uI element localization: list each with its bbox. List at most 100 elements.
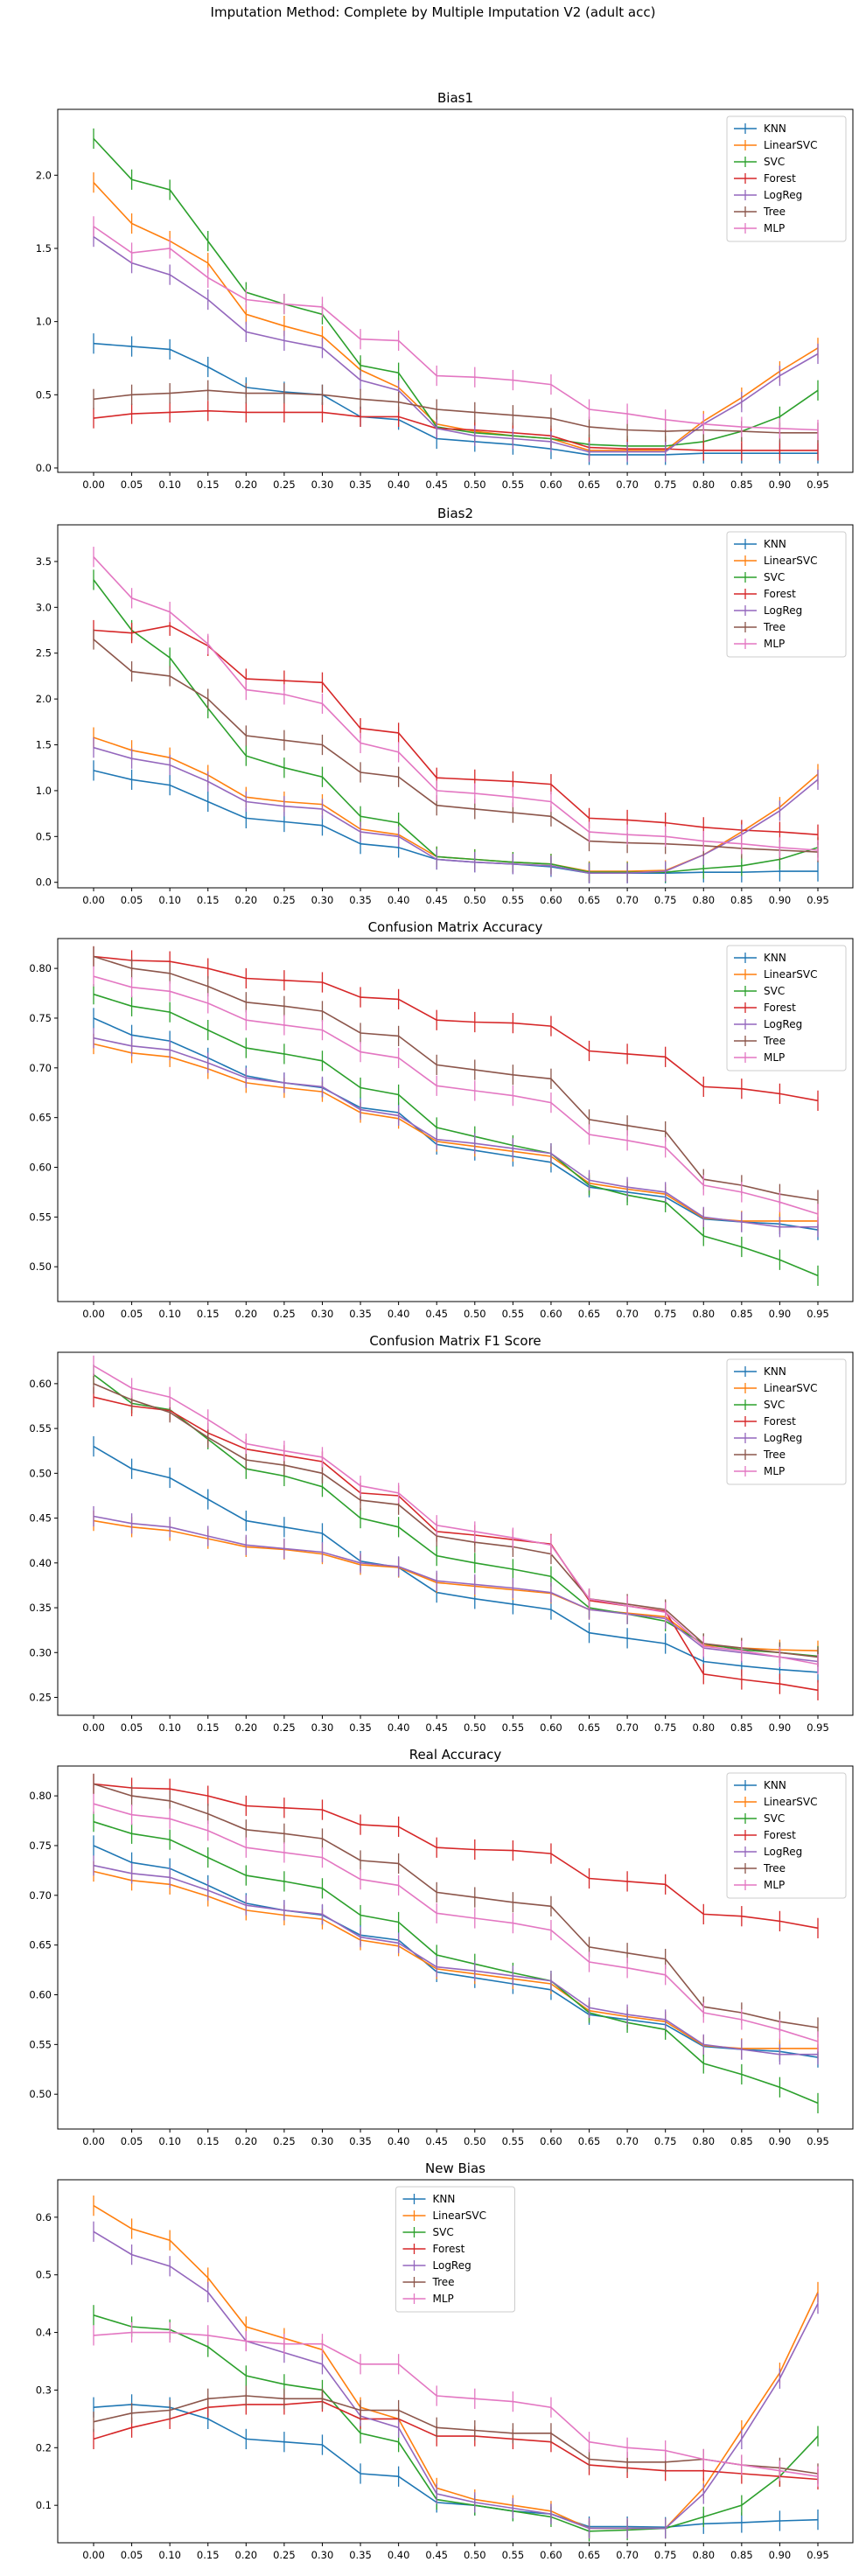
x-tick-label: 0.20	[235, 894, 258, 906]
y-tick-label: 0.55	[29, 2038, 52, 2050]
legend-label: KNN	[764, 538, 786, 550]
y-tick-label: 0.5	[36, 2269, 52, 2281]
x-tick-label: 0.45	[425, 1721, 448, 1734]
x-tick-label: 0.95	[807, 478, 829, 491]
x-tick-label: 0.45	[425, 894, 448, 906]
x-tick-label: 0.30	[311, 2549, 334, 2561]
series-line	[93, 1783, 819, 1930]
series-knn	[93, 2394, 819, 2538]
x-tick-label: 0.95	[807, 1308, 829, 1320]
x-tick-label: 0.80	[692, 2549, 715, 2561]
legend-box	[726, 945, 847, 1072]
plot-frame	[57, 108, 854, 473]
y-tick-label: 0.50	[29, 2088, 52, 2100]
x-tick-label: 0.55	[502, 1308, 525, 1320]
legend-label: Forest	[433, 2243, 465, 2255]
y-tick-label: 0.0	[36, 462, 52, 474]
x-tick-label: 0.95	[807, 2135, 829, 2147]
y-tick-label: 0.55	[29, 1422, 52, 1435]
x-tick-label: 0.95	[807, 894, 829, 906]
legend-label: Forest	[764, 1829, 796, 1841]
series-logreg	[93, 2221, 819, 2539]
chart-title: Bias2	[437, 506, 473, 521]
y-tick-label: 1.5	[36, 739, 52, 751]
series-line	[93, 1396, 819, 1692]
x-tick-label: 0.55	[502, 2549, 525, 2561]
legend-label: Forest	[764, 588, 796, 600]
legend-box	[726, 115, 847, 242]
x-tick-label: 0.70	[616, 1721, 639, 1734]
legend-label: LinearSVC	[764, 555, 818, 567]
y-tick-label: 0.3	[36, 2384, 52, 2396]
x-tick-label: 0.40	[388, 1721, 410, 1734]
legend-label: LogReg	[764, 1432, 802, 1444]
x-tick-label: 0.70	[616, 478, 639, 491]
x-tick-label: 0.65	[578, 894, 601, 906]
series-line	[93, 1445, 819, 1673]
figure-title: Imputation Method: Complete by Multiple …	[210, 4, 656, 20]
legend: KNN LinearSVC SVC Forest LogReg Tree MLP	[726, 531, 847, 658]
legend: KNN LinearSVC SVC Forest LogReg Tree MLP	[726, 1772, 847, 1899]
x-tick-label: 0.35	[349, 1721, 372, 1734]
series-line	[93, 1383, 819, 1658]
x-tick-label: 0.15	[197, 1308, 220, 1320]
y-tick-label: 0.75	[29, 1840, 52, 1852]
x-tick-label: 0.70	[616, 894, 639, 906]
legend-box	[395, 2186, 515, 2313]
series-line	[93, 1845, 819, 2058]
legend: KNN LinearSVC SVC Forest LogReg Tree MLP	[726, 1358, 847, 1485]
series-line	[93, 1864, 818, 2056]
x-tick-label: 0.95	[807, 1721, 829, 1734]
legend-label: SVC	[764, 985, 785, 997]
x-tick-label: 0.65	[578, 1721, 601, 1734]
y-tick-label: 0.65	[29, 1939, 52, 1951]
x-tick-label: 0.50	[464, 894, 486, 906]
legend-label: LogReg	[764, 1846, 802, 1858]
y-tick-label: 1.0	[36, 316, 52, 328]
series-knn	[93, 1008, 819, 1240]
legend-label: LinearSVC	[764, 1382, 818, 1394]
y-tick-label: 0.40	[29, 1557, 52, 1569]
x-tick-label: 0.70	[616, 2135, 639, 2147]
x-tick-label: 0.75	[654, 894, 677, 906]
y-tick-label: 0.70	[29, 1889, 52, 1902]
y-tick-label: 0.60	[29, 1989, 52, 2001]
x-tick-label: 0.55	[502, 894, 525, 906]
chart-panel-2: Bias2 0.00 0.05 0.10 0.15 0.20 0.25 0.30 0.35 0.4…	[36, 506, 854, 906]
series-line	[93, 746, 819, 875]
x-tick-label: 0.00	[82, 894, 105, 906]
x-tick-label: 0.20	[235, 1308, 258, 1320]
series-logreg	[93, 737, 819, 883]
legend: KNN LinearSVC SVC Forest LogReg Tree MLP	[726, 945, 847, 1072]
series-line	[93, 342, 818, 456]
chart-panel-3: Confusion Matrix Accuracy 0.00 0.05 0.10 0.1…	[29, 919, 854, 1320]
legend-label: SVC	[764, 571, 785, 583]
legend-label: LogReg	[764, 604, 802, 617]
x-tick-label: 0.10	[158, 1308, 181, 1320]
x-tick-label: 0.85	[730, 1308, 753, 1320]
series-line	[93, 1017, 819, 1231]
y-tick-label: 2.0	[36, 169, 52, 181]
x-tick-label: 0.00	[82, 478, 105, 491]
x-tick-label: 0.10	[158, 894, 181, 906]
series-tree	[93, 946, 819, 1211]
x-tick-label: 0.20	[235, 2549, 258, 2561]
series-forest	[93, 1773, 819, 1938]
series-line	[93, 955, 819, 1102]
y-tick-label: 0.75	[29, 1012, 52, 1024]
series-knn	[93, 1835, 819, 2068]
x-tick-label: 0.60	[540, 1308, 562, 1320]
series-tree	[93, 1373, 819, 1668]
chart-title: New Bias	[425, 2161, 485, 2176]
x-tick-label: 0.00	[82, 2549, 105, 2561]
x-tick-label: 0.70	[616, 2549, 639, 2561]
legend-label: MLP	[764, 638, 785, 650]
y-tick-label: 3.5	[36, 555, 52, 568]
legend-label: KNN	[764, 1779, 786, 1791]
y-tick-label: 0.30	[29, 1646, 52, 1658]
x-tick-label: 0.45	[425, 2549, 448, 2561]
x-tick-label: 0.40	[388, 1308, 410, 1320]
series-forest	[93, 946, 819, 1111]
plot-frame	[57, 2179, 854, 2544]
